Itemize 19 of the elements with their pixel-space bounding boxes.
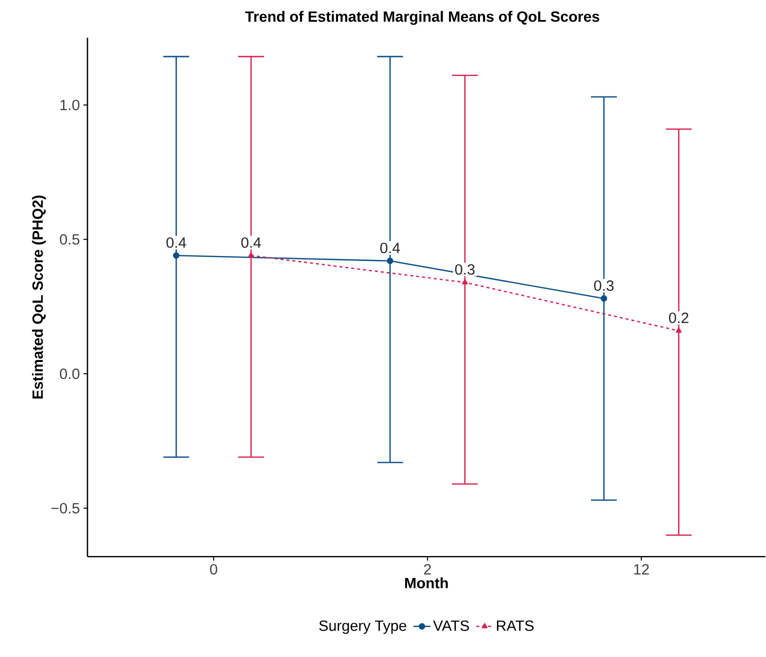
x-tick-label: 0 xyxy=(210,564,218,575)
legend-label: VATS xyxy=(433,620,469,631)
data-label: 0.3 xyxy=(455,264,475,275)
data-label: 0.3 xyxy=(594,280,614,291)
x-axis-title: Month xyxy=(405,577,448,588)
y-tick-label: 0.5 xyxy=(60,234,80,245)
data-label: 0.4 xyxy=(380,242,400,254)
y-tick-label: 1.0 xyxy=(60,100,80,110)
x-tick-label: 12 xyxy=(634,564,649,574)
y-tick-label: −0.5 xyxy=(51,502,80,514)
legend-title: Surgery Type xyxy=(319,620,406,634)
data-label: 0.2 xyxy=(669,312,688,324)
chart-title: Trend of Estimated Marginal Means of QoL Scores xyxy=(245,10,600,25)
x-tick-label: 2 xyxy=(424,564,431,574)
y-axis-title: Estimated QoL Score (PHQ2) xyxy=(32,196,46,399)
data-label: 0.4 xyxy=(166,237,186,248)
data-label: 0.4 xyxy=(241,237,261,248)
y-tick-label: 0.0 xyxy=(60,368,80,380)
legend-label: RATS xyxy=(496,620,534,631)
